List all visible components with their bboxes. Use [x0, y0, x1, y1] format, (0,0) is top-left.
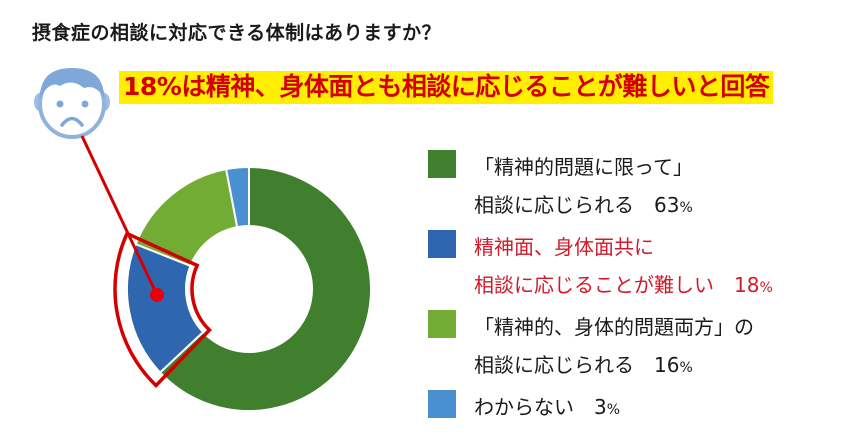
donut-slices — [126, 165, 372, 412]
sad-face-icon — [34, 68, 110, 139]
legend-label: 「精神的、身体的問題両方」の — [474, 315, 754, 339]
legend-swatch — [428, 150, 456, 178]
legend-label: 相談に応じることが難しい — [474, 273, 714, 297]
legend-swatch — [428, 230, 456, 258]
legend-swatch — [428, 310, 456, 338]
legend-value: 63% — [654, 193, 693, 217]
chart-title: 摂食症の相談に対応できる体制はありますか？ — [32, 22, 442, 44]
legend-label: 相談に応じられる — [474, 353, 634, 377]
legend-value: 16% — [654, 353, 693, 377]
legend-label: 相談に応じられる — [474, 193, 634, 217]
legend-value: 18% — [734, 273, 773, 297]
headline-banner: 18%は精神、身体面とも相談に応じることが難しいと回答 — [119, 71, 774, 104]
donut-slice — [224, 165, 250, 229]
legend-label: 精神面、身体面共に — [474, 235, 654, 259]
legend-swatch — [428, 390, 456, 418]
legend-label: 「精神的問題に限って」 — [474, 155, 693, 179]
legend-label: わからない — [474, 395, 574, 419]
highlight-callout — [80, 135, 212, 388]
legend-value: 3% — [594, 395, 621, 419]
donut-slice — [158, 165, 372, 412]
